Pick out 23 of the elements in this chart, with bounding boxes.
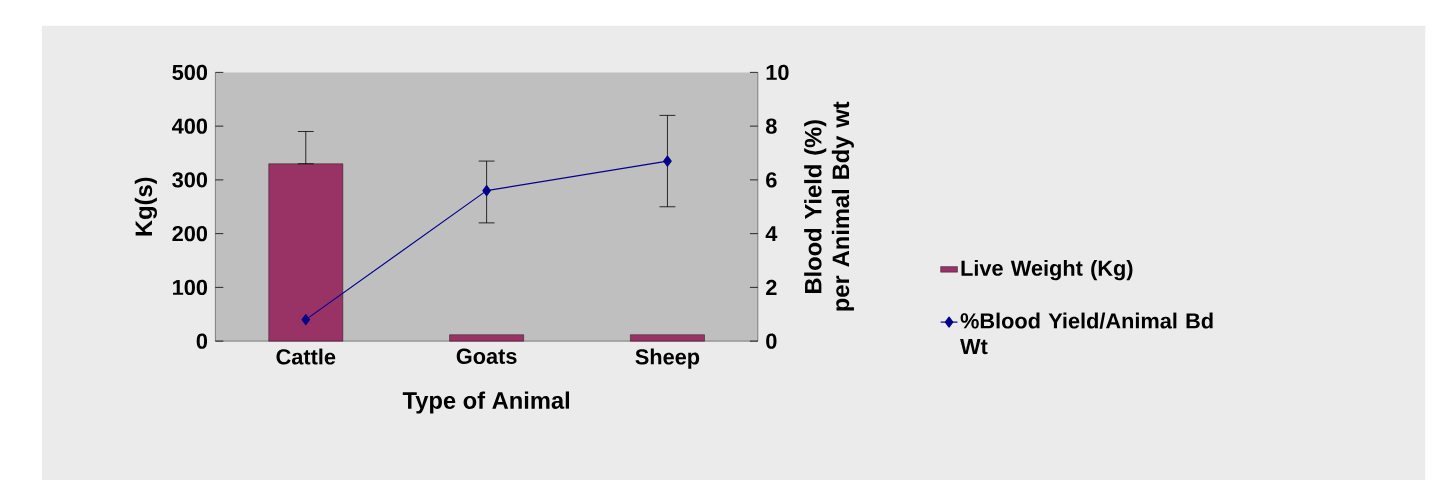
y-tick-label: 0 bbox=[196, 333, 208, 349]
y2-tick-label: 8 bbox=[765, 118, 777, 134]
point bbox=[301, 314, 311, 326]
y2-tick-label: 6 bbox=[766, 172, 777, 188]
legend-label: %Blood Yield/Animal Bd Wt bbox=[960, 312, 1213, 355]
y2-axis-title: Blood Yield (%) per Animal Bdy wt bbox=[804, 101, 854, 311]
y-tick-label: 300 bbox=[172, 172, 208, 188]
x-axis-title: Type of Animal bbox=[402, 391, 570, 414]
y-tick-label: 200 bbox=[172, 226, 208, 242]
x-tick-label: Goats bbox=[456, 348, 517, 365]
point bbox=[482, 185, 491, 197]
y-tick-label: 500 bbox=[172, 64, 208, 81]
y-axis-title: Kg(s) bbox=[134, 177, 157, 236]
y2-tick-label: 4 bbox=[765, 226, 778, 242]
y2-tick-label: 10 bbox=[766, 64, 789, 81]
legend-label: Live Weight (Kg) bbox=[961, 259, 1133, 281]
y2-tick-label: 2 bbox=[766, 279, 777, 296]
x-tick-label: Cattle bbox=[276, 348, 336, 365]
y2-tick-label: 0 bbox=[766, 333, 777, 349]
x-tick-label: Sheep bbox=[635, 348, 700, 369]
point bbox=[663, 155, 672, 167]
y-tick-label: 400 bbox=[172, 118, 208, 134]
y-tick-label: 100 bbox=[173, 279, 208, 296]
